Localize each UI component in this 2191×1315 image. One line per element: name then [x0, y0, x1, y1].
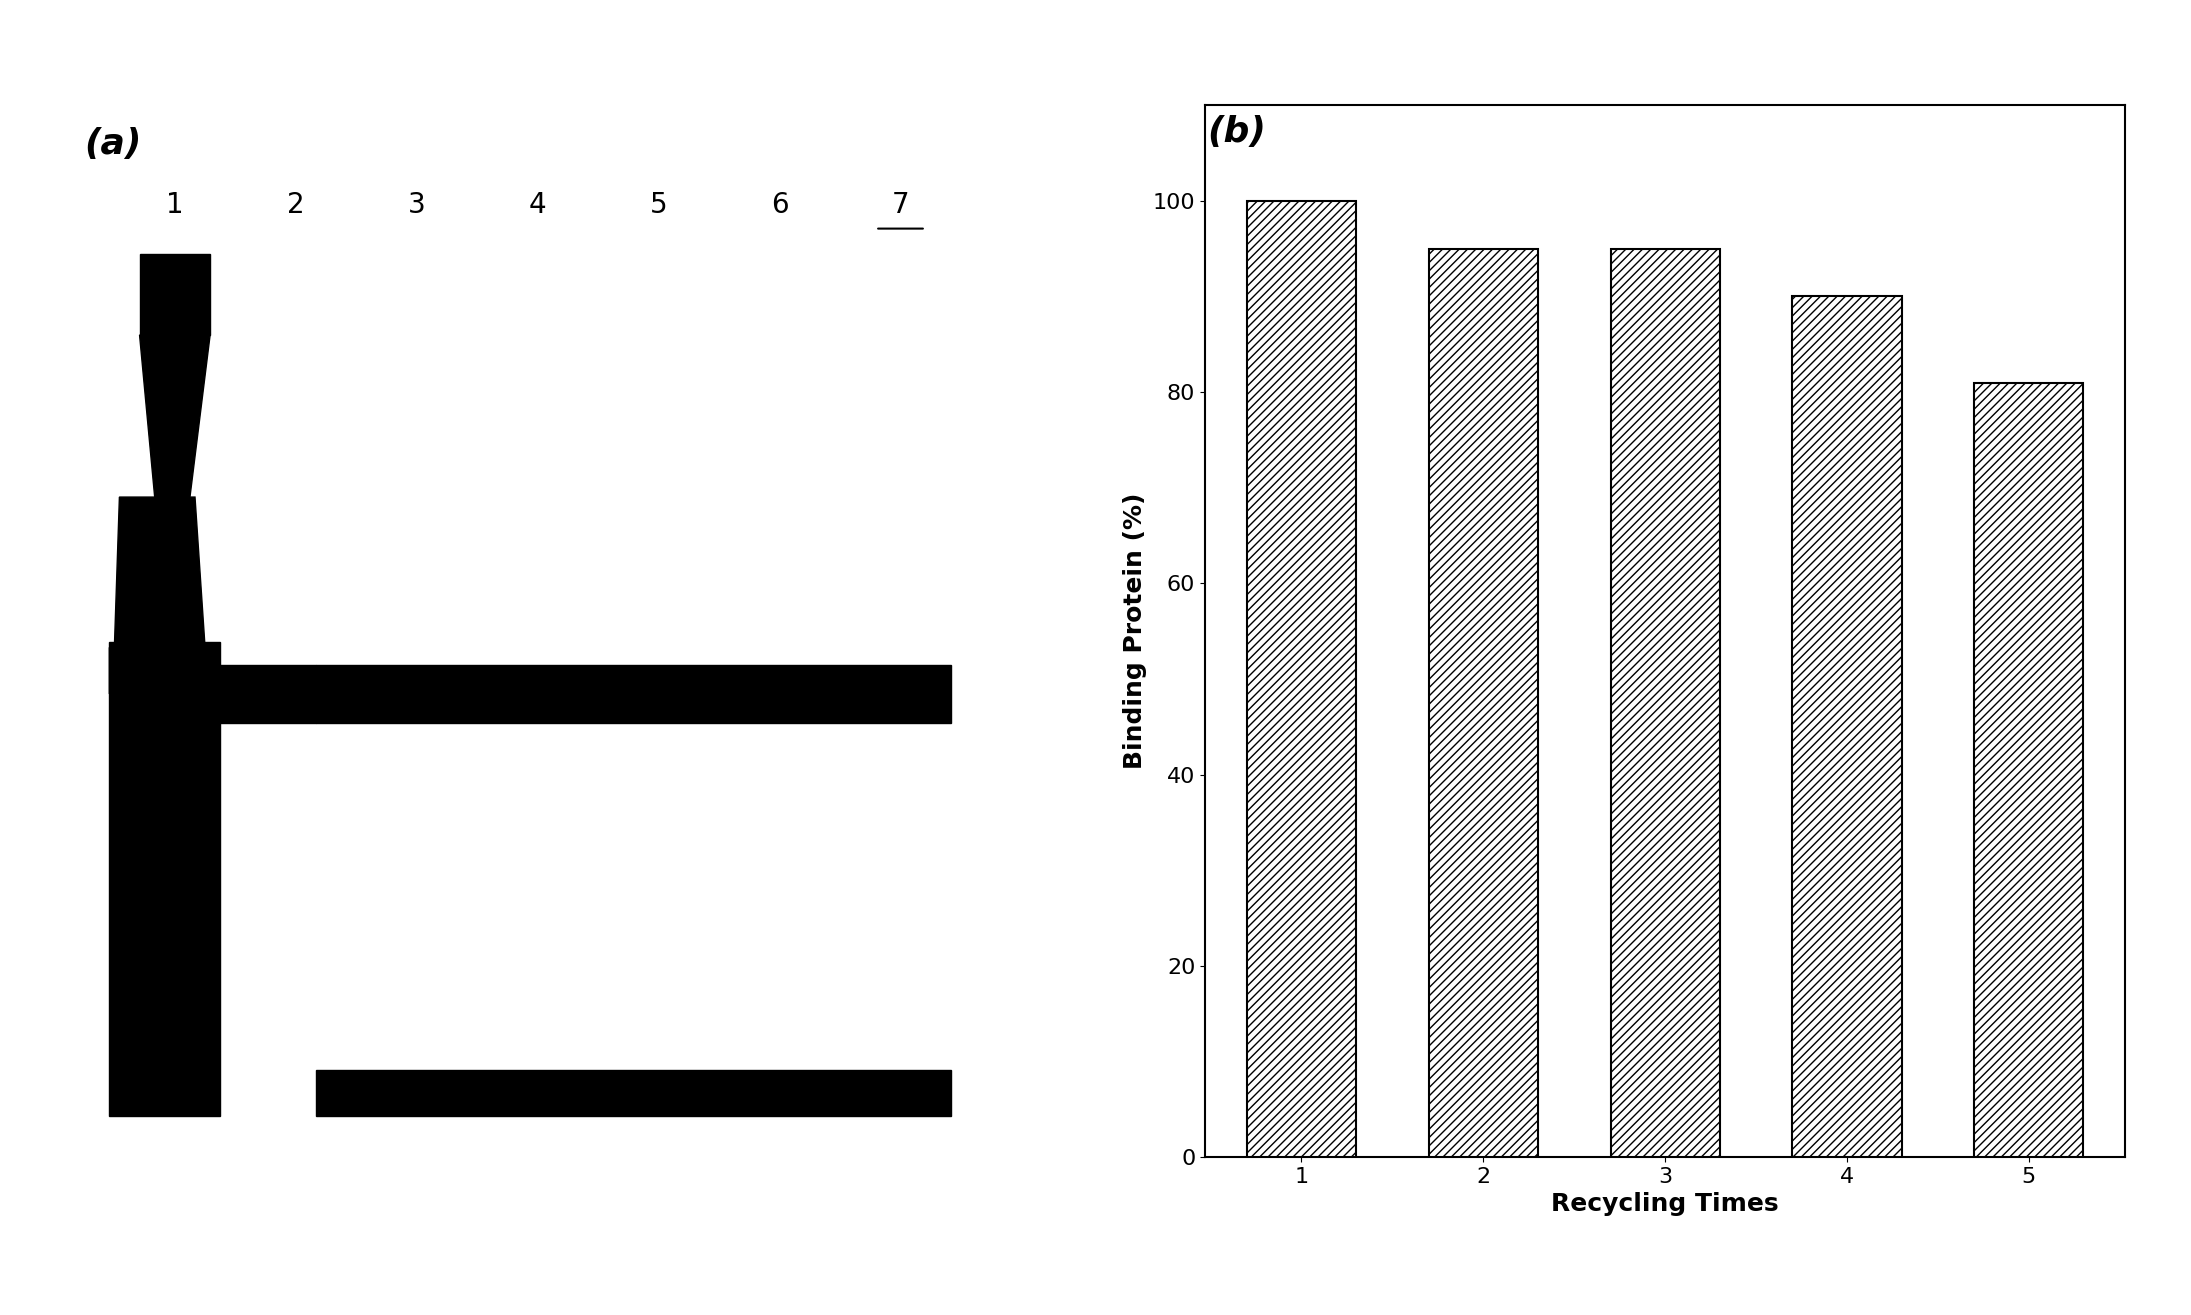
Bar [1247, 201, 1356, 1157]
Bar [1610, 249, 1720, 1157]
Text: 7: 7 [892, 192, 909, 220]
Bar [1429, 249, 1538, 1157]
Polygon shape [114, 497, 206, 647]
Bar [110, 642, 221, 1116]
X-axis label: Recycling Times: Recycling Times [1551, 1193, 1779, 1216]
Text: 3: 3 [408, 192, 425, 220]
Bar [316, 665, 951, 723]
Bar [1974, 383, 2084, 1157]
Bar [1792, 296, 1902, 1157]
Y-axis label: Binding Protein (%): Binding Protein (%) [1124, 493, 1148, 769]
Text: 5: 5 [651, 192, 668, 220]
Text: (b): (b) [1207, 114, 1266, 149]
Text: 6: 6 [771, 192, 789, 220]
Text: 2: 2 [287, 192, 305, 220]
Bar [140, 254, 210, 335]
Text: 1: 1 [167, 192, 184, 220]
Text: (a): (a) [83, 126, 142, 160]
Polygon shape [219, 665, 316, 723]
Text: 4: 4 [528, 192, 546, 220]
Polygon shape [140, 335, 210, 497]
Polygon shape [110, 647, 219, 694]
Bar [316, 1070, 951, 1116]
